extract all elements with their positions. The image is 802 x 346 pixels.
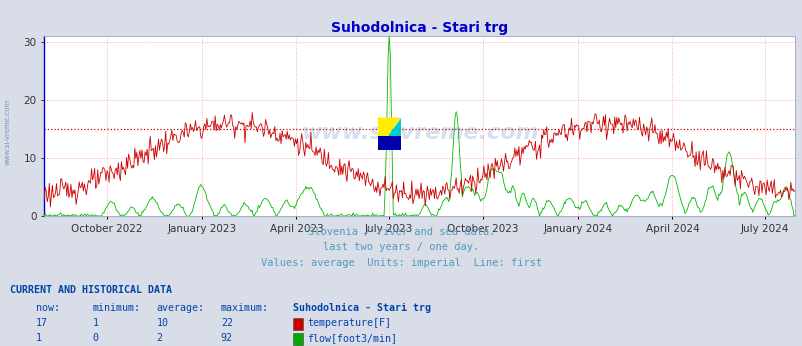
Polygon shape [378, 118, 400, 149]
Text: now:: now: [36, 303, 60, 313]
Text: 92: 92 [221, 333, 233, 343]
Text: www.si-vreme.com: www.si-vreme.com [5, 98, 10, 165]
Text: 22: 22 [221, 318, 233, 328]
Text: 2: 2 [156, 333, 162, 343]
Title: Suhodolnica - Stari trg: Suhodolnica - Stari trg [330, 21, 508, 35]
Text: Suhodolnica - Stari trg: Suhodolnica - Stari trg [293, 303, 431, 313]
Text: 17: 17 [36, 318, 48, 328]
Text: www.si-vreme.com: www.si-vreme.com [300, 124, 538, 144]
Polygon shape [378, 118, 400, 149]
Text: CURRENT AND HISTORICAL DATA: CURRENT AND HISTORICAL DATA [10, 285, 172, 295]
Text: Values: average  Units: imperial  Line: first: Values: average Units: imperial Line: fi… [261, 258, 541, 268]
Text: minimum:: minimum: [92, 303, 140, 313]
Text: Slovenia / river and sea data.: Slovenia / river and sea data. [307, 227, 495, 237]
Text: last two years / one day.: last two years / one day. [323, 242, 479, 252]
Polygon shape [378, 136, 400, 149]
Text: maximum:: maximum: [221, 303, 269, 313]
Text: 0: 0 [92, 333, 98, 343]
Text: 10: 10 [156, 318, 168, 328]
Text: 1: 1 [36, 333, 42, 343]
Text: temperature[F]: temperature[F] [307, 318, 391, 328]
Text: average:: average: [156, 303, 205, 313]
Text: 1: 1 [92, 318, 98, 328]
Text: flow[foot3/min]: flow[foot3/min] [307, 333, 397, 343]
